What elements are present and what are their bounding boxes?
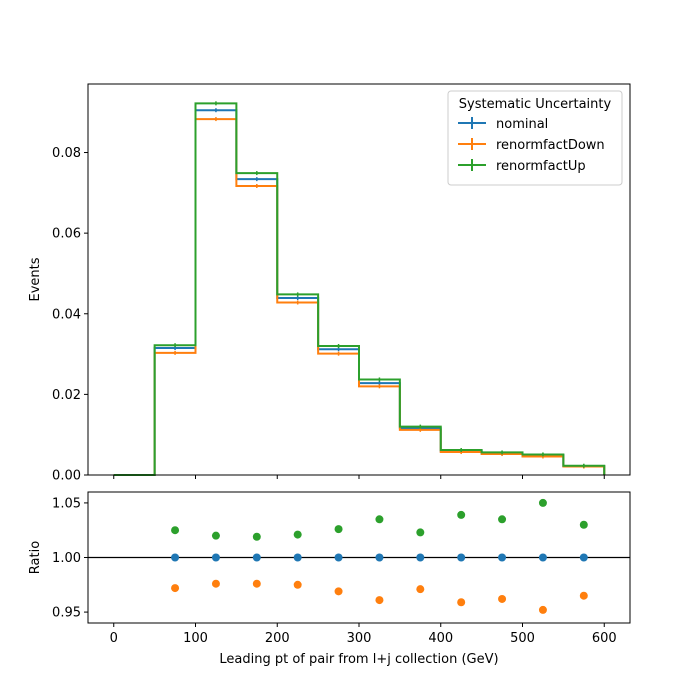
x-tick-label: 500	[510, 631, 535, 646]
ratio-point	[457, 598, 466, 607]
ratio-points-group	[171, 498, 588, 614]
ratio-point	[416, 553, 425, 562]
ratio-point	[457, 510, 466, 519]
ratio-series-renormfactUp	[171, 498, 588, 541]
ratio-point	[334, 587, 343, 596]
ratio-point	[252, 579, 261, 588]
ratio-point	[171, 553, 180, 562]
ratio-point	[252, 532, 261, 541]
ratio-point	[498, 553, 507, 562]
ratio-y-axis-label: Ratio	[28, 541, 43, 574]
x-axis-label: Leading pt of pair from l+j collection (…	[219, 652, 498, 667]
x-tick-label: 0	[110, 631, 118, 646]
ratio-point	[252, 553, 261, 562]
y-tick-label: 0.04	[52, 307, 81, 322]
legend-entry-renormfactDown: renormfactDown	[458, 138, 605, 153]
legend-label: renormfactUp	[496, 159, 586, 174]
y-tick-label: 0.08	[52, 146, 81, 161]
ratio-point	[498, 594, 507, 603]
legend-box	[447, 90, 623, 186]
x-tick-label: 200	[265, 631, 290, 646]
ratio-panel: 0.95 1.00 1.05 0 100 200 300 400 500 600 Ratio L…	[28, 491, 631, 667]
ratio-point	[375, 596, 384, 605]
ratio-point	[334, 525, 343, 534]
ratio-point	[375, 553, 384, 562]
ratio-point	[579, 520, 588, 529]
x-tick-label: 100	[183, 631, 208, 646]
ratio-point	[538, 605, 547, 614]
ratio-point	[211, 531, 220, 540]
ratio-point	[293, 530, 302, 539]
histogram-series-group	[113, 101, 606, 476]
legend-title: Systematic Uncertainty	[459, 97, 612, 112]
ratio-point	[416, 528, 425, 537]
legend-label: nominal	[496, 117, 548, 132]
y-tick-label: 0.02	[52, 388, 81, 403]
ratio-point	[416, 585, 425, 594]
ratio-point	[171, 526, 180, 535]
legend-entry-renormfactUp: renormfactUp	[458, 159, 586, 174]
x-tick-label: 300	[347, 631, 372, 646]
ratio-point	[334, 553, 343, 562]
ratio-point	[498, 515, 507, 524]
ratio-point	[293, 580, 302, 589]
y-tick-label: 0.00	[52, 469, 81, 484]
ratio-x-ticks: 0 100 200 300 400 500 600	[110, 623, 617, 646]
legend: Systematic Uncertainty nominal renormfact…	[447, 90, 623, 186]
histogram-y-axis-label: Events	[28, 257, 43, 301]
ratio-point	[375, 515, 384, 524]
ratio-point	[293, 553, 302, 562]
y-tick-label: 0.06	[52, 227, 81, 242]
histogram-series-renormfactUp	[113, 101, 606, 476]
ratio-point	[211, 579, 220, 588]
x-tick-label: 600	[592, 631, 617, 646]
ratio-point	[579, 591, 588, 600]
legend-entries: nominal renormfactDown renormfactUp	[458, 117, 605, 174]
ratio-y-tick-label: 1.00	[52, 551, 81, 566]
ratio-point	[171, 584, 180, 593]
ratio-y-tick-label: 0.95	[52, 606, 81, 621]
ratio-point	[538, 498, 547, 507]
legend-entry-nominal: nominal	[458, 117, 548, 132]
ratio-point	[538, 553, 547, 562]
histogram-y-ticks: 0.00 0.02 0.04 0.06 0.08	[52, 146, 88, 484]
ratio-y-ticks: 0.95 1.00 1.05	[52, 496, 88, 621]
histogram-step-renormfactUp	[113, 102, 606, 476]
histogram-x-ticks	[113, 475, 605, 479]
histogram-panel: 0.00 0.02 0.04 0.06 0.08 Events Systematic U…	[28, 83, 631, 484]
ratio-point	[211, 553, 220, 562]
x-tick-label: 400	[428, 631, 453, 646]
ratio-point	[457, 553, 466, 562]
ratio-series-renormfactDown	[171, 579, 588, 614]
ratio-point	[579, 553, 588, 562]
ratio-y-tick-label: 1.05	[52, 496, 81, 511]
ratio-series-nominal	[171, 553, 588, 562]
legend-label: renormfactDown	[496, 138, 605, 153]
